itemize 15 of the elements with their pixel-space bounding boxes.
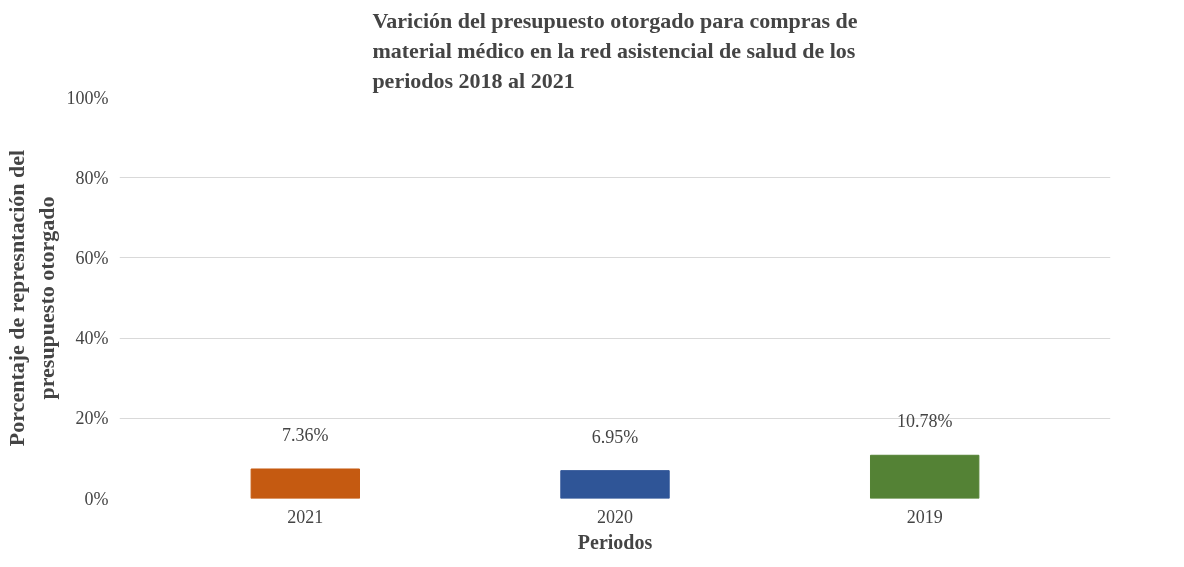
x-tick-label: 2020 (597, 506, 633, 527)
y-tick-label: 80% (75, 167, 109, 188)
data-label: 6.95% (591, 426, 639, 447)
x-tick-label: 2019 (906, 506, 943, 527)
y-tick-label: 60% (75, 247, 109, 268)
data-label: 10.78% (896, 411, 953, 432)
y-axis-title: Porcentaje de represntación del presupuesto otorgado (3, 149, 59, 447)
y-tick-label: 20% (75, 408, 109, 429)
y-tick-label: 100% (66, 87, 109, 108)
x-axis-title: Periodos (577, 530, 653, 553)
x-tick-label: 2021 (287, 506, 324, 527)
y-tick-label: 40% (75, 328, 109, 349)
chart-title: Varición del presupuesto otorgado para compras de material médico en la red asistencial de salud de los periodos 2018 al 2021 (372, 7, 858, 93)
y-tick-label: 0% (84, 488, 109, 509)
data-label: 7.36% (282, 424, 329, 445)
